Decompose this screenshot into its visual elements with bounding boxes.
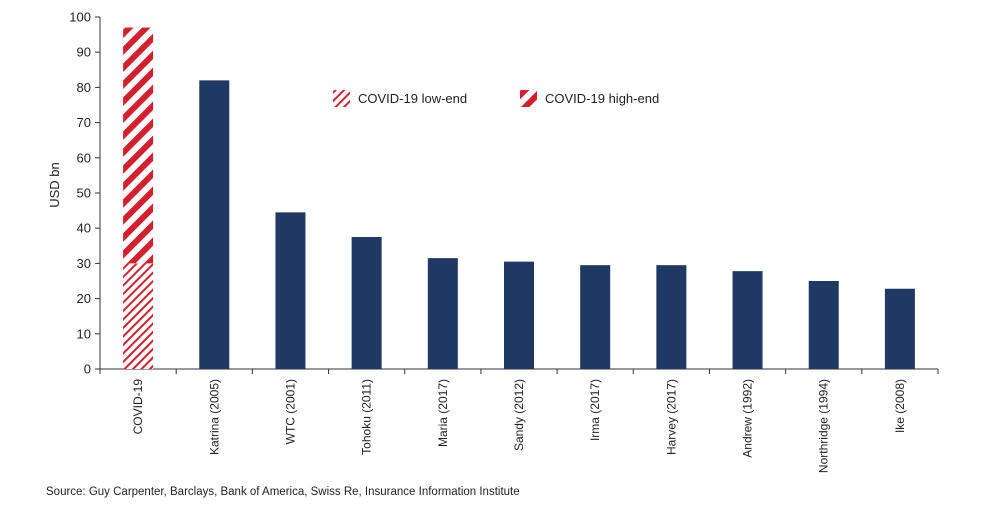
y-tick-label: 50 [77,186,91,201]
x-tick-label: Irma (2017) [588,379,602,441]
x-axis: COVID-19 Katrina (2005) WTC (2001) Tohoku (… [99,368,939,473]
x-tick-label: Katrina (2005) [207,379,221,455]
x-tick-label: COVID-19 [131,379,145,435]
bar [732,271,763,369]
bar [275,212,306,369]
bar [656,265,687,369]
x-tick-label: Andrew (1992) [741,379,755,458]
x-tick-label: Harvey (2017) [664,379,678,455]
y-tick-label: 60 [77,150,91,165]
bar [808,281,839,369]
y-tick-label: 30 [77,256,91,271]
x-tick-label: Maria (2017) [436,379,450,447]
legend: COVID-19 low-end COVID-19 high-end [333,90,659,107]
legend-label-low-end: COVID-19 low-end [358,91,467,106]
legend-swatch-low-end [333,90,350,107]
x-tick-label: WTC (2001) [283,379,297,444]
bar [427,258,458,369]
y-tick-label: 10 [77,326,91,341]
legend-label-high-end: COVID-19 high-end [545,91,659,106]
x-tick-label: Tohoku (2011) [360,379,374,455]
bar [199,80,230,370]
x-tick-label: Sandy (2012) [512,379,526,451]
bar-covid-high-end [123,27,154,264]
bar [351,237,382,369]
y-tick-label: 0 [84,362,91,377]
x-tick-label: Ike (2008) [893,379,907,433]
y-axis: 0 10 20 30 40 50 60 70 80 90 100 [69,10,101,377]
bars [123,27,915,370]
y-tick-label: 20 [77,291,91,306]
y-tick-label: 40 [77,221,91,236]
y-tick-label: 100 [69,10,91,25]
legend-swatch-high-end [520,90,537,107]
bar [580,265,611,369]
bar [884,288,915,369]
y-tick-label: 70 [77,115,91,130]
bar [504,261,534,369]
bar-covid-low-end [123,263,154,369]
x-tick-label: Northridge (1994) [817,379,831,473]
y-tick-label: 90 [77,45,91,60]
y-tick-label: 80 [77,80,91,95]
y-axis-label: USD bn [47,162,62,208]
source-note: Source: Guy Carpenter, Barclays, Bank of… [46,486,520,498]
